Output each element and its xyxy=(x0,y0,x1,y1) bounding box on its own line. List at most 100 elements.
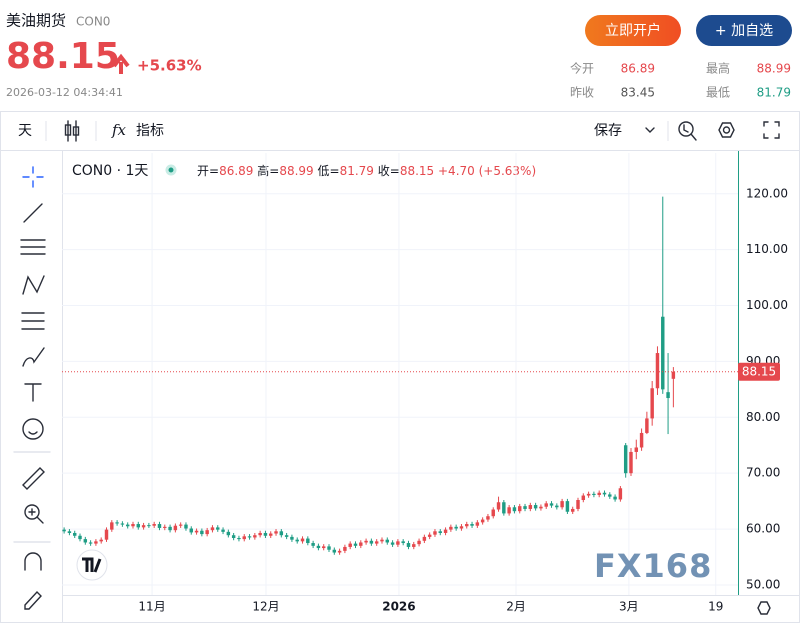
candle-body xyxy=(184,524,188,529)
candle-body xyxy=(412,544,416,547)
button-label: 立即开户 xyxy=(605,22,661,39)
candle-body xyxy=(99,539,103,542)
candle-body xyxy=(83,539,88,543)
prediction-tool[interactable] xyxy=(21,312,45,330)
candle-body xyxy=(210,527,215,531)
plot: 50.0060.0070.0080.0090.00100.00110.00120… xyxy=(62,153,788,614)
candle-body xyxy=(332,549,337,553)
axis-settings[interactable] xyxy=(757,601,771,615)
candle-body xyxy=(406,543,411,547)
magnet-tool[interactable] xyxy=(24,552,42,571)
candle-body xyxy=(374,541,379,544)
candle-body xyxy=(311,543,315,546)
text-tool[interactable] xyxy=(24,383,42,402)
candle-body xyxy=(502,502,506,514)
candle-body xyxy=(67,531,72,533)
y-tick-label: 60.00 xyxy=(746,522,780,536)
candle-body xyxy=(221,529,225,532)
candle-body xyxy=(258,532,262,536)
candle-body xyxy=(242,536,246,540)
legend-values: 开=86.89 高=88.99 低=81.79 收=88.15 +4.70 (+… xyxy=(197,163,536,178)
candle-body xyxy=(507,507,511,514)
stat-value: 88.99 xyxy=(757,62,791,76)
candle-body xyxy=(645,418,649,433)
candle-body xyxy=(327,546,331,550)
stat-label: 最低 xyxy=(706,86,730,100)
indicator-icon[interactable]: fx xyxy=(111,121,127,139)
candle-body xyxy=(348,543,352,547)
candle-body xyxy=(274,531,278,534)
candle-body xyxy=(496,502,501,510)
ruler-tool[interactable] xyxy=(22,467,45,490)
candle-body xyxy=(613,496,617,500)
candle-body xyxy=(555,505,559,508)
indicator-button[interactable]: 指标 xyxy=(136,123,164,139)
zoom-tool[interactable] xyxy=(24,504,40,520)
candle-body xyxy=(586,493,591,496)
candle-body xyxy=(353,543,358,546)
candle-body xyxy=(306,538,310,544)
y-tick-label: 50.00 xyxy=(746,577,780,591)
candle-body xyxy=(62,529,66,532)
icon xyxy=(683,124,697,141)
candle-body xyxy=(131,524,135,527)
y-tick-label: 120.00 xyxy=(746,186,788,200)
icon xyxy=(72,126,80,136)
candle-body xyxy=(231,535,236,539)
candle-body xyxy=(629,451,633,474)
candle-body xyxy=(247,536,252,538)
candle-body xyxy=(72,532,77,536)
candle-body xyxy=(269,533,273,536)
zoom-plus xyxy=(28,508,44,524)
emoji-tool[interactable] xyxy=(22,418,44,440)
candle-body xyxy=(396,541,400,545)
alert-button[interactable] xyxy=(678,121,697,141)
interval-button[interactable]: 天 xyxy=(18,123,32,139)
title: 美油期货 xyxy=(6,12,66,30)
x-tick-label: 3月 xyxy=(619,600,639,614)
settings-button[interactable] xyxy=(718,122,735,138)
save-dropdown[interactable] xyxy=(645,127,655,133)
tv-logo xyxy=(76,549,108,581)
price: 88.15 xyxy=(6,36,120,77)
candle-body xyxy=(300,538,305,542)
x-tick-label: 2月 xyxy=(506,600,526,614)
fib-tool[interactable] xyxy=(20,239,46,255)
add-watchlist-button[interactable]: + 加自选 xyxy=(696,15,792,46)
brush-tool[interactable] xyxy=(22,347,45,367)
candle-body xyxy=(512,507,517,512)
candle-body xyxy=(152,524,156,526)
candle-body xyxy=(110,522,114,530)
pattern-tool[interactable] xyxy=(22,275,45,295)
candle-body xyxy=(136,524,141,528)
stat-value: 83.45 xyxy=(621,86,655,100)
candle-body xyxy=(385,539,390,543)
button-label: + 加自选 xyxy=(715,23,773,39)
candle-body xyxy=(639,432,644,448)
candle-body xyxy=(205,530,209,535)
candle-body xyxy=(449,526,453,530)
save-button[interactable]: 保存 xyxy=(594,123,622,139)
lock-tool[interactable] xyxy=(24,590,42,610)
code: CON0 xyxy=(76,15,110,29)
crosshair-tool[interactable] xyxy=(22,166,44,188)
candle-body xyxy=(443,529,448,533)
stat-label: 今开 xyxy=(570,61,594,76)
candle-body xyxy=(438,531,442,533)
grid xyxy=(62,153,738,595)
chart-type-button[interactable] xyxy=(64,120,80,142)
candle-body xyxy=(518,506,522,512)
settings-dot xyxy=(722,126,731,134)
fullscreen-button[interactable] xyxy=(763,121,780,139)
candle-body xyxy=(78,535,82,540)
candle-body xyxy=(226,531,231,536)
candle-body xyxy=(422,536,427,541)
candle-body xyxy=(337,550,342,553)
candle-body xyxy=(459,526,464,529)
trendline-tool[interactable] xyxy=(23,203,43,223)
candle-body xyxy=(237,538,241,540)
open-account-button[interactable]: 立即开户 xyxy=(585,15,681,46)
x-tick-label: 12月 xyxy=(252,600,279,614)
candle-body xyxy=(163,526,167,528)
candle-body xyxy=(115,522,119,524)
